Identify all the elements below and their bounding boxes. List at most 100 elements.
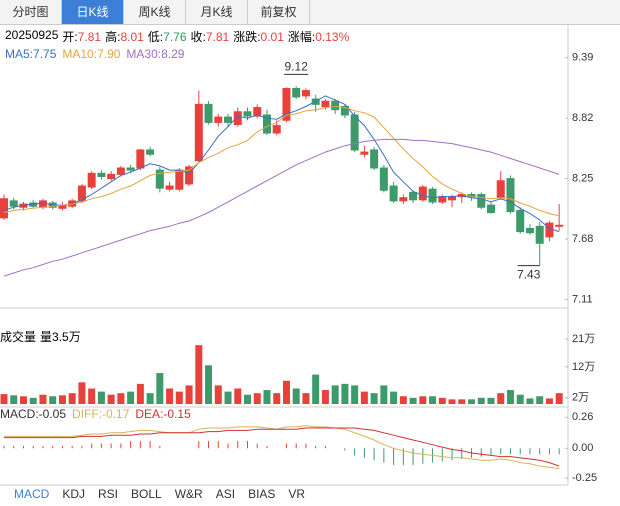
volume-bar (263, 390, 271, 404)
quote-label: 收: (190, 30, 206, 44)
candle-body (243, 111, 252, 117)
indicator-tab[interactable]: RSI (98, 487, 119, 501)
macd-legend: MACD:-0.05 DIFF:-0.17 DEA:-0.15 (0, 407, 191, 421)
macd-line (4, 427, 560, 467)
volume-bar (273, 393, 281, 404)
volume-bar (146, 393, 154, 404)
volume-bar (448, 399, 456, 404)
high-label: 9.12 (285, 60, 309, 74)
volume-bar (117, 393, 125, 404)
quote-value: 0.01 (260, 30, 284, 44)
indicator-tab[interactable]: W&R (174, 487, 203, 501)
volume-bar (312, 374, 320, 404)
period-tab[interactable]: 周K线 (124, 0, 186, 24)
quote-label: 低: (147, 30, 164, 44)
volume-bar (487, 397, 495, 404)
legend-value: 7.75 (33, 47, 57, 61)
volume-bar (341, 383, 349, 404)
volume-bar (331, 385, 339, 404)
macd-line (4, 425, 560, 469)
volume-bar (234, 388, 242, 404)
volume-bar (399, 396, 407, 404)
candle-body (555, 224, 564, 227)
volume-bar (360, 391, 368, 404)
quote-value: 0.13% (315, 30, 350, 44)
y-tick-label: 9.39 (572, 52, 593, 64)
candle-body (301, 90, 310, 97)
quote-label: 涨幅: (287, 30, 316, 44)
candle-body (525, 227, 534, 234)
candle-body (321, 100, 330, 107)
period-tab[interactable]: 月K线 (186, 0, 248, 24)
y-tick-label: 2万 (572, 392, 589, 404)
volume-bar (88, 388, 96, 404)
y-tick-label: 7.68 (572, 233, 593, 245)
indicator-tab[interactable]: BOLL (131, 487, 162, 501)
indicator-tab[interactable]: KDJ (62, 487, 86, 501)
candle-body (506, 178, 515, 212)
indicator-tab[interactable]: MACD (14, 487, 50, 501)
legend-value: -0.15 (163, 407, 191, 421)
legend-value: 8.29 (161, 47, 185, 61)
legend-value: -0.05 (38, 407, 67, 421)
candle-body (448, 196, 457, 201)
volume-bar (526, 398, 534, 404)
volume-bar (19, 396, 27, 404)
indicator-tab[interactable]: BIAS (248, 487, 276, 501)
period-tab[interactable]: 日K线 (62, 0, 124, 24)
candle-body (272, 125, 281, 134)
volume-bar (58, 395, 66, 404)
candle-body (292, 87, 301, 98)
volume-bar (97, 391, 105, 404)
legend-name: DIFF: (72, 407, 103, 421)
candle-body (87, 172, 96, 188)
indicator-tab[interactable]: ASI (215, 487, 236, 501)
volume-bar (10, 395, 18, 404)
y-tick-label: 7.11 (572, 293, 593, 305)
quote-item: 涨幅:0.13% (288, 28, 349, 45)
volume-bar (49, 396, 57, 404)
volume-bar (205, 365, 213, 404)
candle-body (165, 185, 174, 190)
quote-value: 8.01 (120, 30, 144, 44)
volume-bar (380, 385, 388, 404)
quote-label: 涨跌: (233, 30, 261, 44)
volume-bar (516, 394, 524, 404)
macd-legend-item: MACD:-0.05 (0, 407, 66, 421)
volume-bar (351, 385, 359, 404)
period-tab[interactable]: 分时图 (0, 0, 62, 24)
volume-bar (127, 391, 135, 404)
legend-name: 量 (40, 330, 53, 344)
y-tick-label: 21万 (572, 333, 595, 345)
volume-bar (282, 380, 290, 404)
quote-value: 7.81 (77, 30, 102, 44)
candle-body (0, 198, 8, 219)
volume-bar (78, 382, 86, 404)
volume-bar (419, 396, 427, 404)
volume-bar (244, 394, 251, 404)
candle-body (399, 197, 408, 202)
candle-body (38, 200, 47, 208)
candle-body (107, 173, 116, 180)
volume-bar (302, 393, 310, 404)
macd-legend-item: DIFF:-0.17 (72, 407, 129, 421)
macd-legend-item: DEA:-0.15 (135, 407, 190, 421)
candle-body (155, 169, 164, 189)
candle-body (340, 105, 349, 116)
volume-bar (370, 393, 378, 404)
candle-body (360, 151, 369, 155)
candle-body (418, 186, 427, 201)
quote-item: 低:7.76 (148, 28, 187, 45)
indicator-tab[interactable]: VR (288, 487, 306, 501)
volume-bar (224, 391, 232, 404)
candle-body (516, 209, 525, 233)
volume-bar (292, 388, 300, 404)
period-tab[interactable]: 前复权 (248, 0, 310, 24)
period-tabs: 分时图 日K线 周K线 月K线 前复权 (0, 0, 620, 25)
legend-name: MA30: (126, 47, 162, 61)
legend-name: MA5: (5, 47, 34, 61)
volume-bar (477, 397, 485, 404)
quote-item: 开:7.81 (62, 28, 101, 45)
